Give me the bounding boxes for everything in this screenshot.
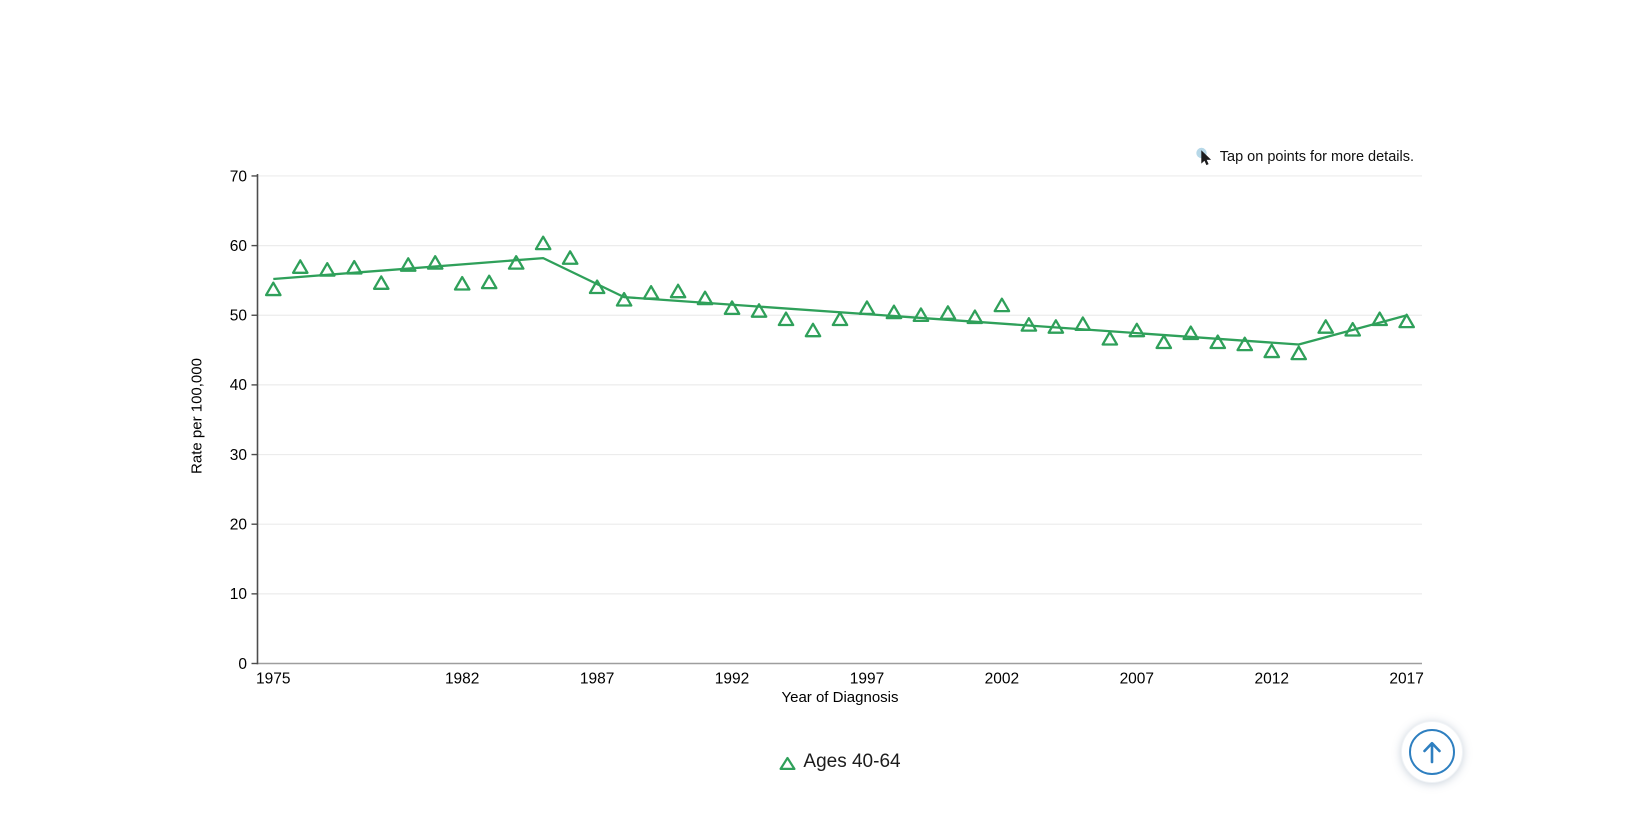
data-point-2011[interactable] (1236, 336, 1254, 352)
data-point-1986[interactable] (561, 250, 579, 265)
data-point-1992[interactable] (723, 300, 741, 316)
y-tick-label: 10 (230, 586, 248, 603)
data-point-2016[interactable] (1371, 311, 1389, 327)
data-point-1980[interactable] (399, 257, 417, 272)
cursor-icon (1196, 147, 1211, 166)
y-tick-label: 40 (230, 377, 248, 394)
data-point-2012[interactable] (1263, 343, 1281, 359)
x-tick-label: 2012 (1255, 671, 1289, 688)
x-tick-label: 2007 (1120, 671, 1154, 688)
data-point-2014[interactable] (1317, 319, 1335, 334)
data-point-1994[interactable] (777, 311, 795, 327)
data-point-1975[interactable] (264, 281, 282, 297)
data-point-1987[interactable] (588, 279, 606, 295)
x-tick-label: 1997 (850, 671, 884, 688)
data-point-1976[interactable] (291, 259, 309, 274)
tap-note-text: Tap on points for more details. (1219, 149, 1414, 165)
data-point-2008[interactable] (1155, 334, 1173, 350)
data-point-2005[interactable] (1074, 316, 1092, 332)
x-tick-label: 1992 (715, 671, 749, 688)
data-point-2013[interactable] (1290, 345, 1308, 361)
y-tick-label: 20 (230, 517, 248, 534)
scroll-to-top-button[interactable] (1401, 721, 1463, 783)
data-point-2015[interactable] (1344, 321, 1362, 337)
x-axis-title: Year of Diagnosis (781, 689, 899, 706)
x-tick-label: 1982 (445, 671, 479, 688)
legend-label: Ages 40-64 (803, 751, 901, 772)
data-point-2010[interactable] (1209, 334, 1227, 350)
y-tick-label: 50 (230, 308, 248, 325)
data-point-2007[interactable] (1128, 322, 1146, 338)
data-point-1984[interactable] (507, 255, 525, 270)
data-point-2003[interactable] (1020, 317, 1038, 332)
data-point-1998[interactable] (885, 304, 903, 320)
data-point-1989[interactable] (642, 285, 660, 300)
y-axis-title: Rate per 100,000 (188, 358, 206, 474)
legend-item-ages-40-64[interactable]: Ages 40-64 (258, 751, 1422, 773)
y-tick-label: 0 (238, 656, 247, 673)
data-point-1996[interactable] (831, 311, 849, 327)
y-tick-label: 60 (230, 238, 248, 255)
data-point-1999[interactable] (912, 307, 930, 322)
x-tick-label: 2002 (985, 671, 1019, 688)
data-point-1979[interactable] (372, 275, 390, 290)
data-point-2000[interactable] (939, 305, 957, 320)
data-point-1983[interactable] (480, 274, 498, 290)
data-point-2001[interactable] (966, 309, 984, 325)
data-point-1991[interactable] (696, 290, 714, 306)
x-tick-label: 1987 (580, 671, 614, 688)
chart-canvas: 0 10 20 30 40 50 60 70 1975 1982 1987 1992 1997 2002 2… (230, 168, 1424, 688)
data-point-1997[interactable] (858, 300, 876, 316)
x-tick-label: 1975 (256, 671, 290, 688)
arrow-up-icon (1409, 729, 1455, 775)
data-point-1982[interactable] (453, 275, 471, 291)
data-point-1988[interactable] (615, 291, 633, 307)
data-point-2017[interactable] (1398, 313, 1416, 329)
data-point-1981[interactable] (426, 255, 444, 270)
data-point-1993[interactable] (750, 303, 768, 318)
triangle-marker-icon (779, 756, 796, 770)
data-point-2002[interactable] (993, 297, 1011, 313)
y-tick-label: 30 (230, 447, 248, 464)
data-point-2004[interactable] (1047, 319, 1065, 334)
data-point-1978[interactable] (345, 259, 363, 275)
data-point-1985[interactable] (534, 235, 552, 251)
data-point-1995[interactable] (804, 322, 822, 338)
data-point-2006[interactable] (1101, 330, 1119, 346)
data-point-2009[interactable] (1182, 325, 1200, 341)
x-tick-label: 2017 (1389, 671, 1423, 688)
data-point-1977[interactable] (318, 262, 336, 277)
y-tick-label: 70 (230, 168, 248, 185)
tap-note: Tap on points for more details. (1195, 147, 1414, 167)
trend-line (273, 256, 1408, 346)
data-point-1990[interactable] (669, 283, 687, 299)
